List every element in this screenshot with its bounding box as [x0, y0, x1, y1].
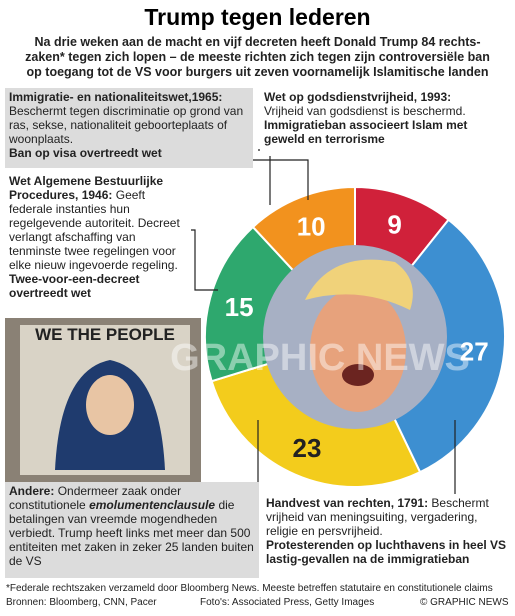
leader-line: [258, 149, 271, 205]
portrait-mouth: [342, 364, 374, 386]
leader-line: [252, 159, 309, 200]
box-heading: Andere:: [9, 484, 55, 498]
value-label: 10: [297, 211, 326, 241]
subtitle-line: zaken* tegen zich lopen – de meeste rich…: [25, 50, 490, 64]
box-body: Vrijheid van godsdienst is beschermd.: [264, 104, 466, 118]
box-body: Geeft federale instanties hun regelgeven…: [9, 188, 180, 272]
box-heading: Immigratie- en nationaliteitswet,1965:: [9, 90, 223, 104]
photo-text: WE THE PEOPLE: [35, 325, 175, 344]
portrait-hair: [305, 259, 413, 310]
box-emphasis: emolumentenclausule: [89, 498, 216, 512]
box-body: die betalingen van vreemde mogendheden v…: [9, 498, 254, 568]
box-conclusion: Protesterenden op luchthavens in heel VS…: [266, 538, 507, 566]
subtitle-line: op toegang tot de VS voor burgers uit ze…: [26, 65, 489, 79]
subtitle-line: Na drie weken aan de macht en vijf decre…: [34, 35, 481, 49]
value-label: 23: [293, 433, 322, 463]
subtitle: Na drie weken aan de macht en vijf decre…: [0, 35, 515, 80]
footnote: *Federale rechtszaken verzameld door Blo…: [6, 583, 493, 594]
text-box: Wet op godsdienstvrijheid, 1993: Vrijhei…: [260, 88, 512, 156]
value-label: 15: [225, 292, 254, 322]
box-heading: Wet op godsdienstvrijheid, 1993:: [264, 90, 452, 104]
watermark: GRAPHIC NEWS: [170, 337, 470, 379]
photo-credits: Foto's: Associated Press, Getty Images: [200, 597, 375, 608]
box-body: Beschermt tegen discriminatie op grond v…: [9, 104, 244, 146]
portrait-face: [310, 288, 406, 412]
copyright: © GRAPHIC NEWS: [420, 597, 509, 608]
value-label: 27: [460, 336, 489, 366]
text-box: Andere: Ondermeer zaak onder constitutio…: [5, 482, 259, 578]
text-box: Wet Algemene Bestuurlijke Procedures, 19…: [5, 172, 191, 302]
text-box: Handvest van rechten, 1791: Beschermt vr…: [262, 494, 514, 578]
box-conclusion: Ban op visa overtreedt wet: [9, 146, 162, 160]
box-conclusion: Immigratieban associeert Islam met gewel…: [264, 118, 468, 146]
poster-face: [86, 375, 134, 435]
title: Trump tegen lederen: [144, 4, 371, 30]
box-body: Ondermeer zaak onder constitutionele: [9, 484, 182, 512]
text-box: Immigratie- en nationaliteitswet,1965: B…: [5, 88, 253, 168]
box-heading: Handvest van rechten, 1791:: [266, 496, 429, 510]
box-conclusion: Twee-voor-een-decreet overtreedt wet: [9, 272, 140, 300]
box-heading: Wet Algemene Bestuurlijke Procedures, 19…: [9, 174, 164, 202]
box-body: Beschermt vrijheid van meningsuiting, ve…: [266, 496, 489, 538]
sources: Bronnen: Bloomberg, CNN, Pacer: [6, 597, 157, 608]
value-label: 9: [387, 210, 401, 240]
